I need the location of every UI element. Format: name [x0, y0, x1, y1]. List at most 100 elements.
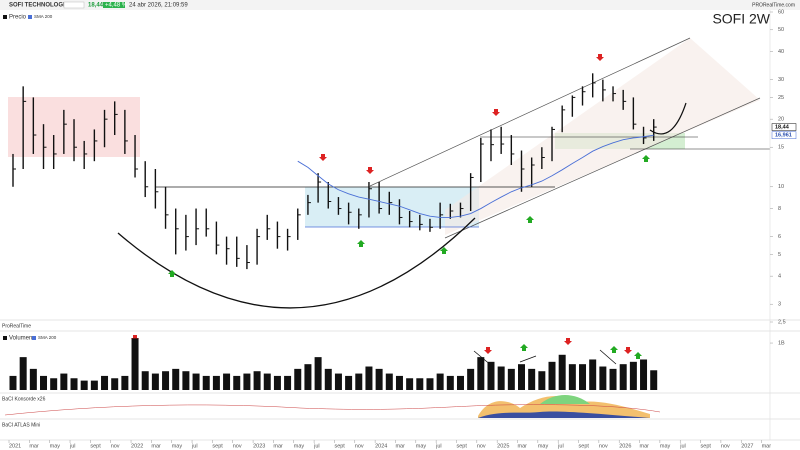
volume-bar	[80, 380, 88, 390]
legend-sma: SMA 200	[34, 14, 53, 19]
volume-bar	[172, 368, 180, 390]
x-tick-label: mar	[151, 443, 161, 449]
volume-bar	[294, 368, 302, 390]
volume-bar	[619, 364, 627, 390]
volume-bar	[141, 371, 149, 390]
volume-bar	[548, 361, 556, 390]
volume-bar	[243, 373, 251, 390]
x-tick-label: may	[50, 443, 61, 449]
legend-swatch	[3, 15, 7, 19]
volume-bar	[40, 375, 48, 390]
sell-arrow	[624, 347, 632, 354]
x-tick-label: mar	[29, 443, 39, 449]
legend-swatch	[28, 15, 32, 19]
x-tick-label: jul	[679, 443, 686, 449]
volume-bar	[111, 378, 119, 390]
x-tick-label: sept	[456, 443, 467, 449]
volume-bar	[507, 368, 515, 390]
volume-bar	[365, 366, 373, 390]
volume-bar	[162, 371, 170, 390]
x-tick-label: mar	[640, 443, 650, 449]
y-tick-label: 6	[778, 234, 781, 240]
sell-arrow	[564, 338, 572, 345]
y-tick-label: 30	[778, 77, 784, 83]
x-tick-label: nov	[355, 443, 364, 449]
x-tick-label: nov	[477, 443, 486, 449]
sma-line	[297, 134, 654, 218]
x-tick-label: jul	[313, 443, 320, 449]
volume-bar	[477, 357, 485, 390]
buy-arrow	[610, 346, 618, 353]
sell-arrow	[596, 54, 604, 61]
sell-arrow	[492, 109, 500, 116]
volume-bar	[629, 361, 637, 390]
header-price: 18,44	[88, 3, 104, 9]
sell-arrow	[366, 167, 374, 174]
buy-arrow	[526, 216, 534, 223]
last-value-box	[771, 131, 797, 139]
x-tick-label: mar	[273, 443, 283, 449]
x-tick-label: mar	[395, 443, 405, 449]
y-tick-label: 4	[778, 274, 781, 280]
arc	[117, 217, 476, 309]
buy-arrow	[440, 247, 448, 254]
y-tick-label: 50	[778, 27, 784, 33]
volume-bar	[497, 366, 505, 390]
volume-bar	[304, 364, 312, 390]
y-tick-label: 60	[778, 9, 784, 15]
x-tick-label: mar	[518, 443, 528, 449]
y-tick-label: 15	[778, 145, 784, 151]
sell-arrow	[319, 154, 327, 161]
legend-swatch	[3, 336, 7, 340]
x-tick-label: sept	[579, 443, 590, 449]
volume-bar	[355, 373, 363, 390]
x-tick-label: may	[538, 443, 549, 449]
volume-bar	[558, 354, 566, 390]
volume-bar	[202, 375, 210, 390]
volume-bar	[121, 375, 129, 390]
y-tick-label: 8	[778, 206, 781, 212]
volume-bar	[446, 375, 454, 390]
channel-line	[369, 37, 691, 187]
volume-bar	[568, 364, 576, 390]
x-tick-label: jul	[191, 443, 198, 449]
volume-bar	[90, 380, 98, 390]
volume-bar	[538, 371, 546, 390]
trend-line	[519, 355, 537, 363]
x-tick-label: 2023	[253, 443, 265, 449]
legend-swatch	[32, 336, 36, 340]
y-tick-label: 3	[778, 302, 781, 308]
x-tick-label: sept	[212, 443, 223, 449]
y-tick-label: 40	[778, 49, 784, 55]
x-tick-label: 2027	[741, 443, 753, 449]
x-tick-label: may	[172, 443, 183, 449]
volume-bar	[192, 373, 200, 390]
volume-bar	[19, 357, 27, 390]
volume-bar	[223, 373, 231, 390]
volume-label: Volumen	[9, 336, 32, 342]
header-datetime: 24 abr 2026, 21:09:59	[129, 3, 188, 9]
legend-price: Precio	[9, 15, 27, 21]
volume-bar	[640, 359, 648, 390]
pane-label: BaCI Konsorde x26	[2, 396, 46, 402]
y-tick-label: 20	[778, 117, 784, 123]
indicator-area	[478, 396, 650, 418]
header-bar	[0, 0, 800, 10]
x-tick-label: mar	[762, 443, 772, 449]
buy-arrow	[168, 270, 176, 277]
x-tick-label: may	[294, 443, 305, 449]
channel-line	[444, 97, 761, 239]
volume-bar	[60, 373, 68, 390]
x-tick-label: sept	[334, 443, 345, 449]
volume-sma-label: SMA 200	[38, 335, 57, 340]
x-tick-label: nov	[233, 443, 242, 449]
indicator-area	[478, 411, 650, 418]
y-tick-label: 25	[778, 95, 784, 101]
x-tick-label: nov	[111, 443, 120, 449]
volume-bar	[212, 375, 220, 390]
volume-bar	[416, 378, 424, 390]
volume-bar	[273, 375, 281, 390]
volume-bar	[263, 373, 271, 390]
buy-arrow	[357, 240, 365, 247]
